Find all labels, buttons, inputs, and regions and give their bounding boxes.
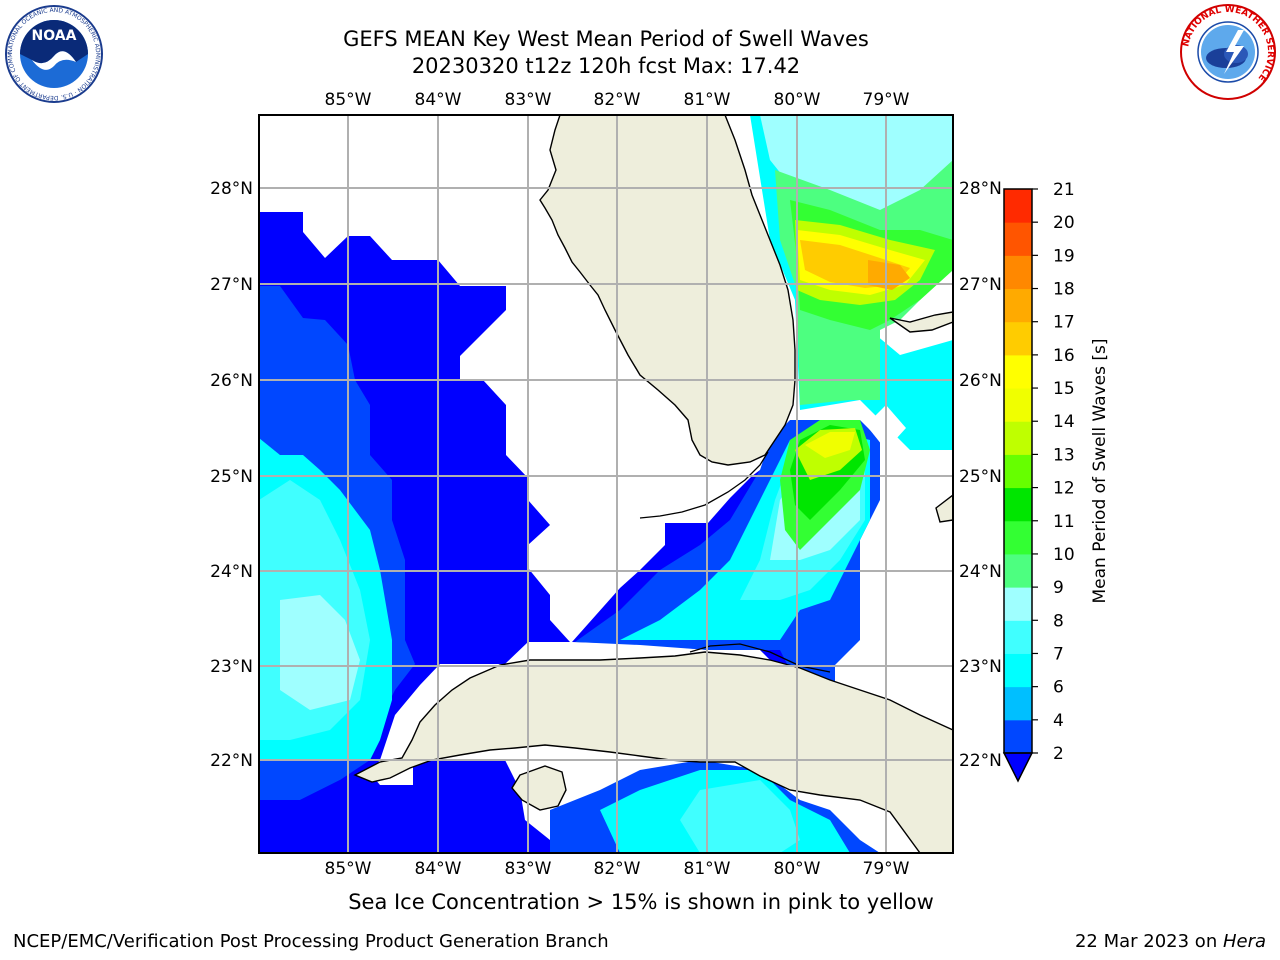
florida-peninsula [539,115,796,466]
colorbar-segment [1004,553,1032,588]
land [353,115,953,853]
colorbar-tick-label: 10 [1053,545,1075,565]
colorbar-tick-label: 13 [1053,445,1075,465]
colorbar-segment [1004,354,1032,389]
colorbar: 2 4 6 7 8 9 10 11 12 13 14 15 16 17 18 19 20 21 [1002,180,1075,783]
lat-labels-left: 28°N 27°N 26°N 25°N 24°N 23°N 22°N [210,179,253,771]
colorbar-segment [1004,288,1032,323]
colorbar-frame [1003,188,1033,754]
colorbar-tick-label: 20 [1053,213,1075,233]
lon-tick-label: 81°W [684,90,731,110]
florida-keys [639,451,769,519]
lon-tick-label: 79°W [863,90,910,110]
colorbar-segment [1004,653,1032,688]
lat-tick-label: 24°N [210,562,253,582]
colorbar-segment [1004,587,1032,621]
colorbar-label: Mean Period of Swell Waves [s] [1090,339,1110,604]
colorbar-under-arrow [1002,752,1034,783]
colorbar-segment [1004,255,1032,290]
colorbar-tick-label: 12 [1053,479,1075,499]
lon-tick-label: 84°W [415,859,462,879]
lat-tick-label: 27°N [210,275,253,295]
lon-tick-label: 80°W [774,859,821,879]
colorbar-tick-label: 15 [1053,379,1075,399]
colorbar-tick-label: 11 [1053,512,1075,532]
footer-credit: NCEP/EMC/Verification Post Processing Pr… [13,931,609,952]
lat-tick-label: 25°N [959,467,1002,487]
noaa-logo-text: NOAA [32,28,77,44]
lat-tick-label: 26°N [210,371,253,391]
swell-period-field [259,115,953,853]
field-region [259,780,392,853]
colorbar-segment [1004,454,1032,489]
colorbar-tick-label: 14 [1053,412,1075,432]
colorbar-tick-label: 7 [1053,644,1064,664]
lon-tick-label: 81°W [684,859,731,879]
colorbar-tick-label: 8 [1053,611,1064,631]
colorbar-tick-label: 4 [1053,711,1064,731]
field-region [259,212,800,853]
plot-title: GEFS MEAN Key West Mean Period of Swell … [343,27,869,51]
lat-tick-label: 22°N [210,751,253,771]
colorbar-tick-label: 2 [1053,744,1064,764]
colorbar-tick-label: 17 [1053,313,1075,333]
lon-tick-label: 80°W [774,90,821,110]
field-region [805,432,855,458]
colorbar-segment [1004,686,1032,721]
nws-logo: NATIONAL WEATHER SERVICE [1180,4,1276,100]
lon-tick-label: 79°W [863,859,910,879]
colorbar-segment [1004,719,1032,754]
field-region [280,595,360,710]
lon-tick-label: 83°W [505,859,552,879]
lat-tick-label: 27°N [959,275,1002,295]
colorbar-segment [1004,520,1032,555]
colorbar-tick-label: 19 [1053,246,1075,266]
colorbar-segment [1004,388,1032,422]
map-gridlines [259,115,953,853]
lon-tick-label: 85°W [325,90,372,110]
lon-tick-label: 82°W [594,90,641,110]
field-region [868,260,910,290]
field-region [680,780,800,853]
lat-tick-label: 28°N [959,179,1002,199]
footer-date: 22 Mar 2023 on Hera [1075,931,1266,952]
bahamas-island [889,311,953,333]
lon-tick-label: 82°W [594,859,641,879]
colorbar-tick-label: 21 [1053,180,1075,200]
lon-tick-label: 83°W [505,90,552,110]
isla-de-la-juventud [511,765,567,811]
plot-subtitle: 20230320 t12z 120h fcst Max: 17.42 [411,54,801,78]
lon-tick-label: 85°W [325,859,372,879]
lat-tick-label: 22°N [959,751,1002,771]
lat-tick-label: 28°N [210,179,253,199]
colorbar-segment [1004,421,1032,455]
bahamas-island-small [935,494,953,523]
colorbar-segment [1004,189,1032,223]
colorbar-tick-label: 6 [1053,678,1064,698]
footer-date-text: 22 Mar 2023 on [1074,931,1223,952]
lon-labels-bottom: 85°W 84°W 83°W 82°W 81°W 80°W 79°W [325,859,910,879]
sea-ice-note: Sea Ice Concentration > 15% is shown in … [348,890,934,914]
lat-tick-label: 26°N [959,371,1002,391]
lat-tick-label: 23°N [210,657,253,677]
noaa-logo: NATIONAL OCEANIC AND ATMOSPHERIC ADMINIS… [4,4,103,103]
colorbar-segment [1004,222,1032,256]
colorbar-tick-label: 9 [1053,578,1064,598]
lon-labels-top: 85°W 84°W 83°W 82°W 81°W 80°W 79°W [325,90,910,110]
map-frame [258,114,954,854]
lon-tick-label: 84°W [415,90,462,110]
lat-labels-right: 28°N 27°N 26°N 25°N 24°N 23°N 22°N [959,179,1002,771]
colorbar-segment [1004,487,1032,522]
footer-host: Hera [1222,931,1266,952]
colorbar-tick-label: 16 [1053,346,1075,366]
lat-tick-label: 23°N [959,657,1002,677]
cuba [353,651,953,853]
lat-tick-label: 24°N [959,562,1002,582]
lat-tick-label: 25°N [210,467,253,487]
colorbar-segment [1004,321,1032,356]
colorbar-segment [1004,620,1032,654]
colorbar-tick-label: 18 [1053,280,1075,300]
